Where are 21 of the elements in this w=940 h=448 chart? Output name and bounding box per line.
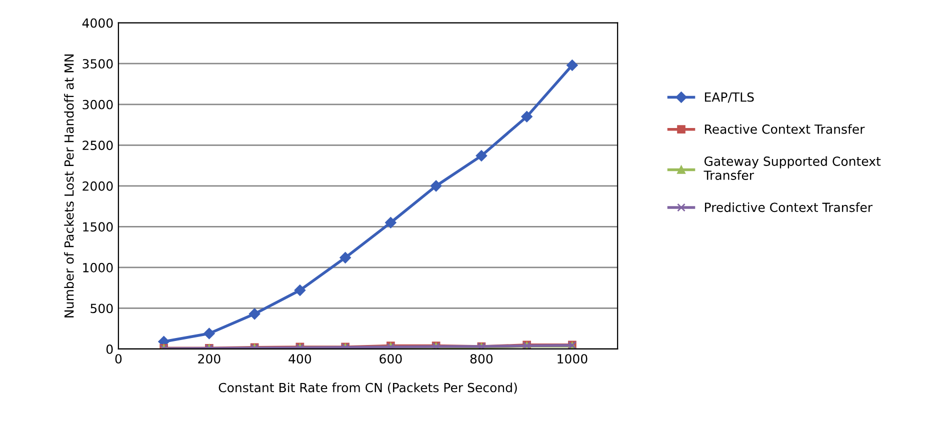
x-tick-label: 0 <box>115 354 122 364</box>
y-tick-label: 2500 <box>82 140 113 150</box>
y-tick-label: 4000 <box>82 18 113 28</box>
x-tick-label: 1000 <box>558 354 588 364</box>
y-tick-label: 2000 <box>82 181 113 191</box>
x-axis-title: Constant Bit Rate from CN (Packets Per Second) <box>218 382 517 394</box>
y-axis-title: Number of Packets Lost Per Handoff at MN <box>64 54 74 318</box>
y-tick-label: 1000 <box>83 262 113 272</box>
legend-label: Predictive Context Transfer <box>704 202 873 212</box>
legend-label: Reactive Context Transfer <box>704 124 865 134</box>
y-tick-label: 500 <box>90 304 113 314</box>
y-tick-label: 3000 <box>82 100 113 110</box>
y-tick-label: 0 <box>106 344 113 354</box>
x-tick-label: 800 <box>470 354 493 364</box>
x-tick-label: 600 <box>380 354 402 364</box>
legend-label: EAP/TLS <box>704 92 754 103</box>
y-tick-label: 3500 <box>82 59 113 69</box>
legend-label: Gateway Supported Context Transfer <box>704 156 881 180</box>
y-tick-label: 1500 <box>83 222 113 232</box>
x-tick-label: 400 <box>288 354 312 364</box>
x-tick-label: 200 <box>198 354 220 364</box>
